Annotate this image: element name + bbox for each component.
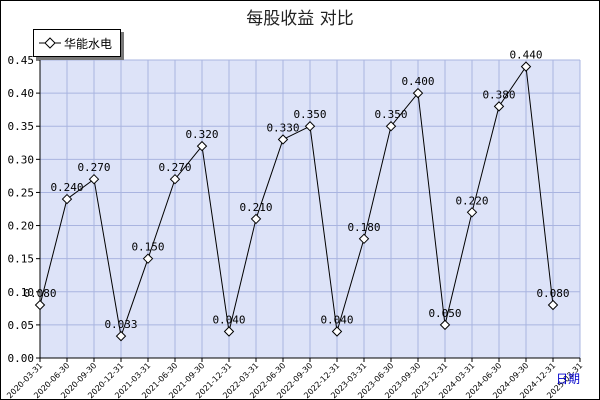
- data-label: 0.400: [401, 75, 434, 88]
- y-tick-label: 0.00: [8, 352, 35, 365]
- data-point-marker: [34, 299, 46, 311]
- data-label: 0.040: [320, 314, 353, 327]
- data-point-marker: [250, 213, 262, 225]
- data-point-marker: [223, 326, 235, 337]
- data-point-marker: [196, 140, 208, 152]
- data-point-marker: [169, 173, 181, 185]
- data-label: 0.440: [509, 49, 542, 62]
- data-point-marker: [331, 326, 343, 337]
- data-point-marker: [304, 121, 316, 132]
- data-label: 0.210: [239, 201, 272, 214]
- data-point-marker: [547, 299, 559, 311]
- data-label: 0.320: [185, 128, 218, 141]
- data-point-marker: [466, 207, 478, 218]
- data-points: [34, 61, 559, 342]
- data-point-marker: [115, 330, 127, 342]
- y-tick-label: 0.30: [8, 153, 35, 166]
- data-label: 0.350: [293, 108, 326, 121]
- y-tick-label: 0.05: [8, 319, 35, 332]
- data-point-marker: [385, 121, 397, 132]
- data-label: 0.380: [482, 88, 515, 101]
- data-point-marker: [412, 87, 424, 99]
- series-line: [39, 65, 554, 339]
- data-point-marker: [277, 134, 289, 145]
- y-tick-label: 0.45: [8, 54, 35, 67]
- data-label: 0.220: [455, 194, 488, 207]
- y-tick-label: 0.15: [8, 253, 35, 266]
- data-point-marker: [358, 233, 370, 245]
- data-point-marker: [88, 173, 100, 185]
- data-label: 0.330: [266, 121, 299, 134]
- y-tick-label: 0.35: [8, 120, 35, 133]
- y-axis-ticks: 0.00 0.05 0.10 0.15 0.20 0.25 0.30 0.35 0.40 0.45: [8, 54, 40, 365]
- data-label: 0.180: [347, 221, 380, 234]
- data-point-marker: [520, 61, 532, 72]
- data-label: 0.270: [77, 161, 110, 174]
- y-tick-label: 0.40: [8, 87, 35, 100]
- legend-series-label: 华能水电: [64, 37, 113, 51]
- data-point-marker: [61, 193, 73, 205]
- data-labels: 0.080 0.240 0.270 0.033 0.150 0.270 0.320 0.040…: [23, 49, 569, 332]
- data-label: 0.080: [23, 287, 56, 300]
- legend-marker-icon: [39, 37, 61, 49]
- data-label: 0.050: [428, 307, 461, 320]
- data-label: 0.240: [50, 181, 83, 194]
- data-label: 0.150: [131, 241, 164, 254]
- data-point-marker: [439, 319, 451, 331]
- data-point-marker: [493, 101, 505, 112]
- legend: 华能水电: [33, 29, 121, 57]
- data-label: 0.033: [104, 318, 137, 331]
- data-point-marker: [142, 253, 154, 264]
- chart-title: 每股收益 对比: [246, 9, 354, 29]
- y-tick-label: 0.25: [8, 186, 35, 199]
- data-label: 0.040: [212, 314, 245, 327]
- data-label: 0.270: [158, 161, 191, 174]
- y-tick-label: 0.10: [8, 286, 35, 299]
- data-label: 0.350: [374, 108, 407, 121]
- x-axis-label: 日期: [556, 372, 581, 386]
- data-label: 0.080: [536, 287, 569, 300]
- x-axis-ticks: 2020-03-312020-06-302020-09-302020-12-31…: [5, 358, 584, 400]
- y-tick-label: 0.20: [8, 220, 35, 233]
